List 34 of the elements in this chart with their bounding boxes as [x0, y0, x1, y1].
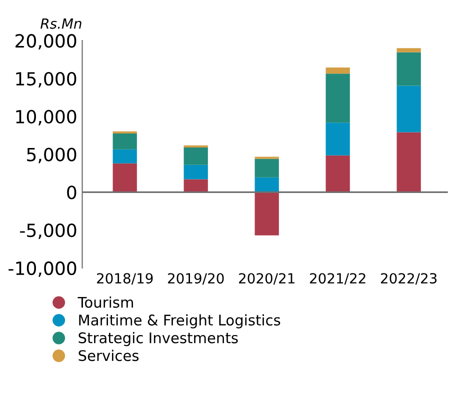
y-tick-label: -10,000: [8, 261, 76, 277]
y-tick-label: 15,000: [16, 72, 76, 88]
legend-label: Maritime & Freight Logistics: [79, 314, 280, 328]
legend-label: Strategic Investments: [78, 332, 238, 346]
x-tick-label: 2022/23: [380, 273, 437, 285]
y-axis-title: Rs.Mn: [40, 18, 82, 29]
legend-label: Services: [78, 350, 139, 362]
bar: [184, 147, 208, 165]
bar: [112, 149, 137, 164]
bar: [396, 48, 421, 52]
x-tick-label: 2019/20: [168, 273, 224, 285]
bar: [326, 74, 350, 123]
bar: [254, 177, 279, 192]
bar: [396, 132, 421, 192]
bar: [326, 155, 350, 192]
bar: [396, 86, 421, 132]
bar: [326, 122, 350, 156]
bar: [254, 192, 279, 236]
x-tick-label: 2020/21: [239, 273, 294, 285]
x-tick-label: 2021/22: [310, 273, 366, 285]
bar: [184, 164, 208, 180]
y-tick-label: 20,000: [16, 34, 76, 50]
legend-label: Tourism: [78, 296, 133, 308]
x-tick-label: 2018/19: [97, 273, 153, 285]
y-tick-label: 0: [67, 186, 76, 200]
y-tick-label: 5,000: [27, 148, 76, 164]
bar: [326, 68, 350, 74]
y-tick-label: 10,000: [16, 110, 76, 126]
bar: [112, 163, 137, 192]
y-tick-label: -5,000: [20, 224, 76, 240]
bar: [254, 158, 279, 178]
bar: [184, 179, 208, 192]
bar: [112, 133, 137, 150]
bar: [396, 52, 421, 86]
